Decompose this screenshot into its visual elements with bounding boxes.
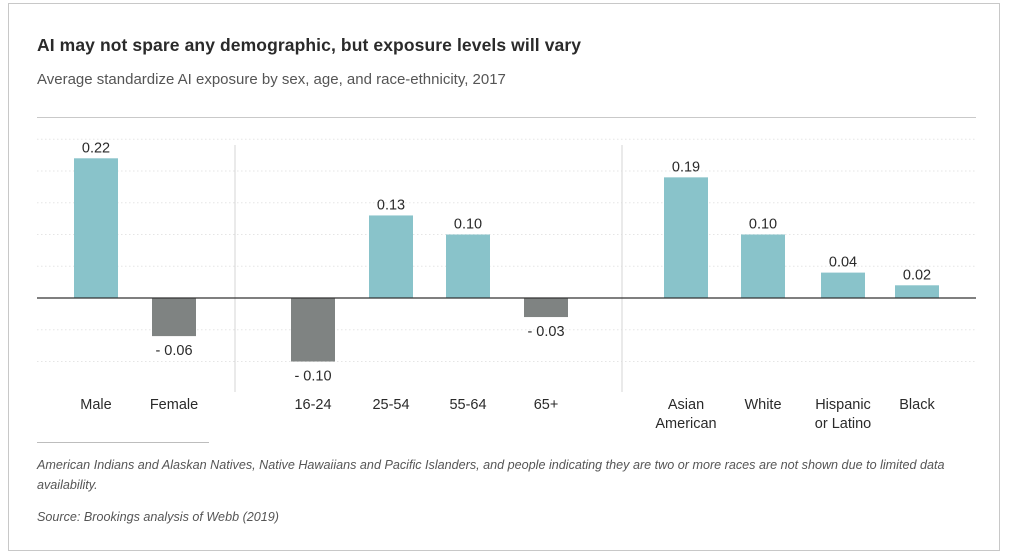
category-label-white: White: [744, 397, 781, 413]
chart-frame: [8, 3, 1000, 551]
bar-16-24: [291, 298, 335, 362]
category-label-hispanic-or-latino: Hispanic: [815, 397, 871, 413]
data-label-65: - 0.03: [527, 324, 564, 340]
data-label-male: 0.22: [82, 140, 110, 156]
bar-female: [152, 298, 196, 337]
category-label-65: 65+: [534, 397, 559, 413]
footnote-rule: [37, 442, 209, 443]
chart-title: AI may not spare any demographic, but ex…: [37, 35, 582, 55]
category-label-black: Black: [899, 397, 935, 413]
category-label-female: Female: [150, 397, 198, 413]
bar-white: [741, 234, 785, 298]
category-label-55-64: 55-64: [449, 397, 486, 413]
category-label-male: Male: [80, 397, 111, 413]
category-label-asian-american: Asian: [668, 397, 704, 413]
data-label-25-54: 0.13: [377, 197, 405, 213]
category-label-asian-american: American: [655, 416, 716, 432]
header-separator: [37, 117, 976, 118]
footnote-source: Source: Brookings analysis of Webb (2019…: [37, 510, 279, 524]
data-label-white: 0.10: [749, 217, 777, 233]
data-label-black: 0.02: [903, 267, 931, 283]
data-label-55-64: 0.10: [454, 217, 482, 233]
data-label-16-24: - 0.10: [294, 369, 331, 385]
bar-black: [895, 285, 939, 298]
bar-asian-american: [664, 177, 708, 298]
bar-25-54: [369, 215, 413, 298]
category-label-25-54: 25-54: [372, 397, 409, 413]
data-label-asian-american: 0.19: [672, 159, 700, 175]
bar-65: [524, 298, 568, 318]
footnote-note: American Indians and Alaskan Natives, Na…: [37, 458, 945, 492]
bar-male: [74, 158, 118, 298]
bar-55-64: [446, 234, 490, 298]
category-label-16-24: 16-24: [294, 397, 331, 413]
chart-subtitle: Average standardize AI exposure by sex, …: [37, 71, 506, 88]
category-label-hispanic-or-latino: or Latino: [815, 416, 871, 432]
data-label-hispanic-or-latino: 0.04: [829, 255, 857, 271]
bar-hispanic-or-latino: [821, 272, 865, 298]
data-label-female: - 0.06: [155, 343, 192, 359]
